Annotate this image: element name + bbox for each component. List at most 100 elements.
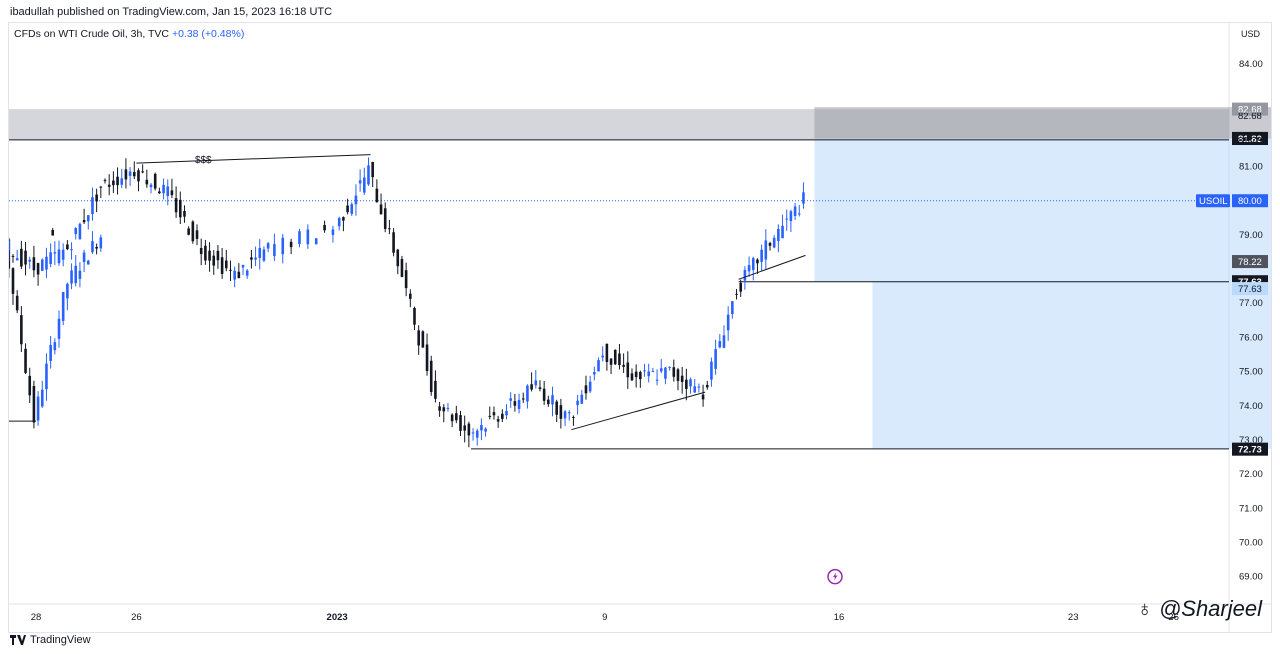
y-tick-label: 76.00 <box>1239 332 1263 343</box>
candle-body <box>241 265 245 268</box>
candle-body <box>492 412 496 416</box>
liquidity-label: $$$ <box>195 155 212 166</box>
candle-body <box>57 249 61 264</box>
candle-body <box>488 415 492 417</box>
candle-body <box>383 208 387 229</box>
candle-body <box>195 230 199 239</box>
candle-body <box>563 411 567 419</box>
y-tick-label: 75.00 <box>1239 367 1263 378</box>
candle-body <box>266 243 270 249</box>
tradingview-logo[interactable]: TradingView <box>10 634 91 646</box>
candle-body <box>768 242 772 246</box>
candle-body <box>28 259 32 262</box>
x-tick-label: 26 <box>1168 612 1179 623</box>
candle-body <box>559 405 563 419</box>
candle-body <box>11 268 15 294</box>
candle-body <box>53 252 57 254</box>
candle-body <box>409 293 412 299</box>
candle-body <box>53 342 57 351</box>
price-chart[interactable]: SMS$$$BOSUSD84.0081.0079.0077.0076.0075.… <box>9 23 1271 632</box>
price-axis-label: 78.22 <box>1238 257 1262 268</box>
candle-body <box>220 257 224 274</box>
candle-body <box>78 270 82 279</box>
candle-body <box>70 249 73 251</box>
candle-body <box>40 259 44 271</box>
candle-body <box>367 165 370 185</box>
candle-body <box>789 211 793 222</box>
candle-body <box>747 265 751 272</box>
candle-body <box>429 360 433 393</box>
candle-body <box>480 425 483 431</box>
position-entry-zone <box>814 138 1271 282</box>
candle-body <box>314 238 318 245</box>
candle-body <box>331 229 335 235</box>
candle-body <box>224 260 228 269</box>
candle-body <box>170 190 174 196</box>
candle-body <box>61 249 65 260</box>
candle-body <box>82 220 86 223</box>
candle-body <box>392 232 395 253</box>
candle-body <box>463 425 466 431</box>
candle-body <box>11 255 15 257</box>
chart-frame[interactable]: SMS$$$BOSUSD84.0081.0079.0077.0076.0075.… <box>8 22 1272 633</box>
candle-body <box>785 218 789 220</box>
candle-body <box>233 270 236 280</box>
watermark: ♁ @Sharjeel <box>1136 596 1262 622</box>
candle-body <box>153 173 157 189</box>
candle-body <box>49 344 52 361</box>
candle-body <box>36 263 40 275</box>
candle-body <box>24 250 27 265</box>
candle-body <box>626 362 630 378</box>
candle-body <box>174 198 178 213</box>
price-axis-label-bg <box>1232 132 1268 146</box>
candle-body <box>593 372 596 375</box>
candle-body <box>777 228 780 242</box>
candle-body <box>371 161 374 178</box>
candle-body <box>634 371 638 378</box>
candle-body <box>672 367 676 377</box>
candle-body <box>542 388 546 401</box>
candle-body <box>714 349 717 369</box>
y-tick-label: 70.00 <box>1239 537 1263 548</box>
candle-body <box>91 197 94 214</box>
candle-body <box>526 385 529 402</box>
candle-body <box>584 385 588 394</box>
candle-body <box>434 380 437 399</box>
x-tick-label: 23 <box>1068 612 1079 623</box>
price-axis-label: 80.00 <box>1238 196 1262 207</box>
candle-body <box>547 399 550 405</box>
candle-body <box>404 270 408 289</box>
price-axis-label: 72.73 <box>1238 445 1262 456</box>
candle-body <box>710 361 713 380</box>
candle-body <box>250 257 253 260</box>
candle-body <box>258 247 262 258</box>
candle-body <box>166 186 170 196</box>
candle-body <box>379 204 383 215</box>
candle-body <box>471 432 475 434</box>
candle-body <box>685 379 688 389</box>
candle-body <box>731 301 734 314</box>
candle-body <box>262 249 266 261</box>
candle-body <box>36 396 40 421</box>
candle-body <box>802 192 805 204</box>
candle-body <box>743 269 747 281</box>
candle-body <box>120 178 124 185</box>
candle-body <box>91 241 94 253</box>
symbol-tag-bg <box>1196 194 1230 208</box>
candle-body <box>760 249 763 262</box>
candle-body <box>659 368 663 372</box>
candle-body <box>199 248 203 255</box>
candle-body <box>337 218 341 227</box>
candle-body <box>74 228 78 234</box>
publish-info: ibadullah published on TradingView.com, … <box>10 6 333 18</box>
price-change: +0.38 (+0.48%) <box>171 28 245 40</box>
x-tick-label: 26 <box>131 612 142 623</box>
candle-body <box>484 428 487 432</box>
candle-body <box>751 258 755 270</box>
candle-body <box>66 244 69 250</box>
candle-body <box>70 270 73 284</box>
trendline-3 <box>738 254 806 280</box>
candle-body <box>421 331 425 348</box>
trendline-2 <box>571 391 706 431</box>
candle-body <box>726 314 730 331</box>
